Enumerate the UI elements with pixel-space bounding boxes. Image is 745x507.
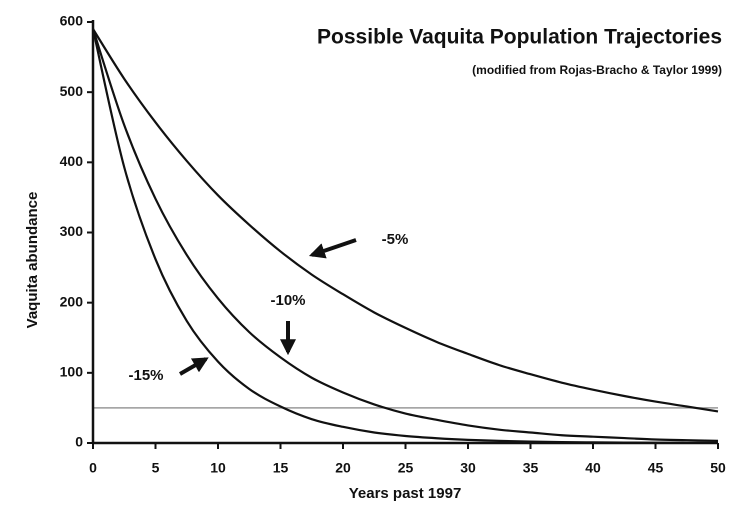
x-tick-label: 10 [210,460,226,476]
x-tick-label: 40 [585,460,601,476]
x-tick-label: 5 [152,460,160,476]
x-tick-label: 50 [710,460,726,476]
x-tick-label: 15 [273,460,289,476]
y-tick-label: 400 [60,153,84,169]
chart-subtitle: (modified from Rojas-Bracho & Taylor 199… [472,63,722,77]
y-tick-label: 100 [60,364,84,380]
line-series [92,28,719,413]
x-tick-label: 35 [523,460,539,476]
y-tick-label: 300 [60,223,84,239]
y-tick-label: 500 [60,83,84,99]
x-tick-label: 45 [648,460,664,476]
annotation-arrow [179,357,209,376]
series-label: -10% [270,292,305,309]
y-tick-label: 200 [60,293,84,309]
x-tick-label: 25 [398,460,414,476]
series-label: -5% [382,231,409,248]
annotation-arrow [308,238,357,259]
series-label: -15% [128,367,163,384]
x-axis-label: Years past 1997 [349,485,462,502]
x-tick-label: 30 [460,460,476,476]
x-tick-label: 0 [89,460,97,476]
y-tick-label: 600 [60,13,84,29]
y-axis-label: Vaquita abundance [24,192,41,329]
y-tick-label: 0 [75,434,83,450]
x-tick-label: 20 [335,460,351,476]
chart-title: Possible Vaquita Population Trajectories [317,26,722,49]
line-series [91,28,719,442]
